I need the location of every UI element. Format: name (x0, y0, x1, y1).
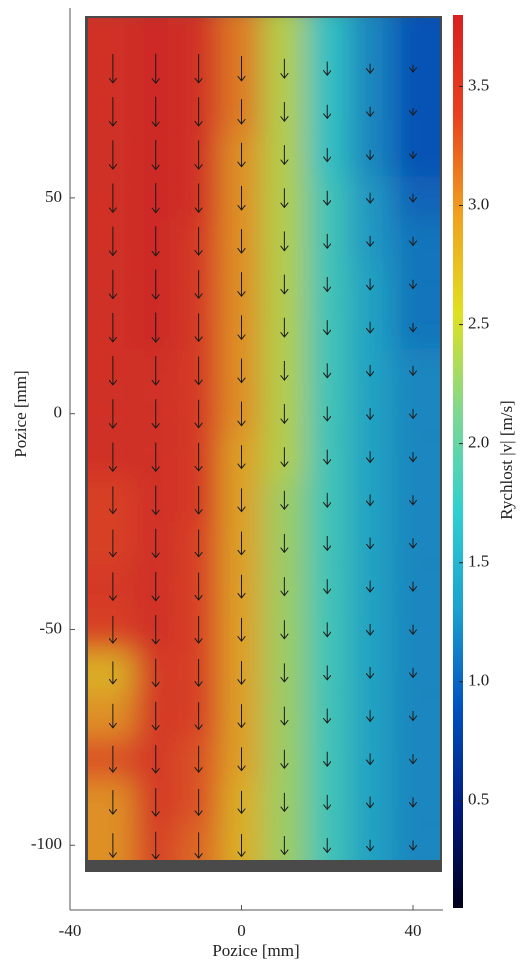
speed-cell (391, 392, 440, 436)
speed-cell (391, 305, 440, 349)
speed-cell (88, 521, 135, 565)
colorbar-tick-label: 3.0 (468, 194, 489, 213)
heatmap (88, 18, 440, 860)
speed-cell (391, 607, 440, 652)
speed-cell (262, 823, 306, 860)
speed-cell (88, 262, 135, 306)
speed-cell (391, 90, 440, 134)
x-tick-label: 40 (404, 921, 421, 940)
speed-cell (88, 737, 135, 781)
speed-cell (391, 435, 440, 479)
colorbar (453, 15, 463, 908)
speed-cell (88, 18, 135, 90)
colorbar-label: Rychlost |v| [m/s] (497, 400, 516, 519)
x-axis-label: Pozice [mm] (212, 941, 299, 960)
colorbar-tick-label: 1.0 (468, 671, 489, 690)
speed-cell (391, 18, 440, 90)
heatmap-cells (88, 18, 440, 860)
speed-cell (88, 478, 135, 522)
speed-cell (348, 823, 392, 860)
colorbar-tick-label: 2.0 (468, 433, 489, 452)
speed-cell (88, 219, 135, 263)
speed-cell (88, 694, 135, 738)
colorbar-tick-label: 2.5 (468, 313, 489, 332)
speed-cell (391, 694, 440, 738)
speed-cell (391, 780, 440, 824)
colorbar-tick-label: 0.5 (468, 790, 489, 809)
speed-cell (88, 90, 135, 134)
y-tick-label: 0 (54, 403, 63, 422)
speed-cell (88, 651, 135, 695)
speed-cell (391, 262, 440, 306)
speed-cell (88, 780, 135, 824)
speed-cell (88, 305, 135, 349)
speed-cell (348, 18, 392, 90)
speed-cell (391, 219, 440, 263)
speed-cell (88, 564, 135, 608)
speed-cell (88, 133, 135, 177)
speed-cell (391, 737, 440, 781)
x-tick-label: 0 (237, 921, 246, 940)
speed-cell (391, 133, 440, 177)
vectors (113, 53, 413, 859)
colorbar-tick-label: 3.5 (468, 75, 489, 94)
y-tick-label: 50 (45, 187, 62, 206)
speed-cell (305, 823, 349, 860)
speed-cell (305, 18, 349, 90)
speed-cell (88, 348, 135, 393)
y-axis-label: Pozice [mm] (11, 370, 30, 457)
x-tick-label: -40 (59, 921, 82, 940)
speed-cell (88, 435, 135, 479)
speed-cell (391, 176, 440, 220)
colorbar-tick-label: 1.5 (468, 552, 489, 571)
speed-cell (391, 478, 440, 522)
speed-cell (391, 348, 440, 393)
y-tick-label: -50 (39, 618, 62, 637)
y-tick-label: -100 (31, 834, 62, 853)
speed-cell (391, 521, 440, 565)
speed-cell (391, 564, 440, 608)
speed-cell (391, 823, 440, 860)
speed-cell (391, 651, 440, 695)
